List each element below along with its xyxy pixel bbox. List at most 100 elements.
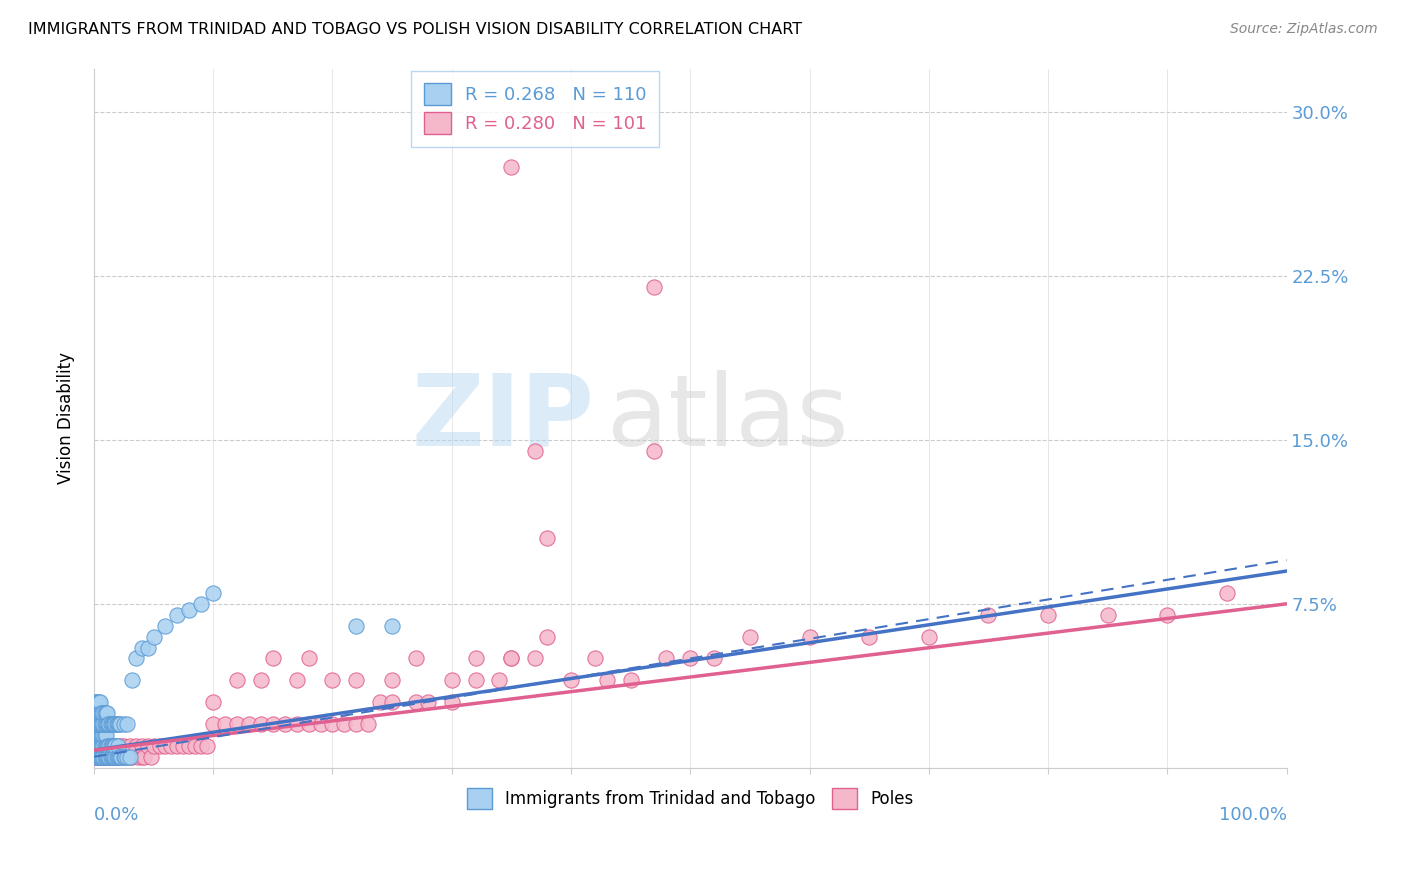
Point xyxy=(643,443,665,458)
Point xyxy=(620,673,643,688)
Point xyxy=(93,717,115,731)
Point xyxy=(87,749,110,764)
Point xyxy=(84,728,107,742)
Point xyxy=(110,739,132,753)
Point xyxy=(89,728,111,742)
Point xyxy=(274,717,297,731)
Point xyxy=(91,739,114,753)
Point xyxy=(89,717,111,731)
Point xyxy=(108,717,131,731)
Point xyxy=(96,717,118,731)
Legend: Immigrants from Trinidad and Tobago, Poles: Immigrants from Trinidad and Tobago, Pol… xyxy=(460,781,921,815)
Point xyxy=(131,749,153,764)
Point xyxy=(87,695,110,709)
Point xyxy=(84,717,107,731)
Point xyxy=(84,749,107,764)
Point xyxy=(124,739,146,753)
Point xyxy=(90,706,112,720)
Point xyxy=(104,717,127,731)
Point xyxy=(179,603,201,617)
Point xyxy=(107,749,129,764)
Point xyxy=(117,749,139,764)
Text: ZIP: ZIP xyxy=(412,369,595,467)
Point xyxy=(101,749,124,764)
Point xyxy=(118,749,141,764)
Point xyxy=(655,651,678,665)
Point xyxy=(226,717,249,731)
Point xyxy=(262,651,284,665)
Point xyxy=(297,717,319,731)
Point xyxy=(440,673,463,688)
Point xyxy=(250,673,273,688)
Point xyxy=(488,673,510,688)
Point xyxy=(101,749,124,764)
Point xyxy=(1036,607,1059,622)
Point xyxy=(103,739,125,753)
Point xyxy=(104,739,127,753)
Point xyxy=(107,717,129,731)
Point xyxy=(98,717,121,731)
Point xyxy=(977,607,1000,622)
Point xyxy=(184,739,207,753)
Point xyxy=(86,734,108,748)
Point xyxy=(94,706,117,720)
Point xyxy=(108,749,131,764)
Point xyxy=(89,749,111,764)
Point xyxy=(86,749,108,764)
Point xyxy=(101,717,124,731)
Point xyxy=(285,673,308,688)
Point xyxy=(309,717,332,731)
Point xyxy=(1216,586,1239,600)
Point xyxy=(127,749,149,764)
Point xyxy=(105,717,128,731)
Point xyxy=(321,717,343,731)
Point xyxy=(155,618,177,632)
Point xyxy=(297,651,319,665)
Point xyxy=(112,717,135,731)
Point xyxy=(87,739,110,753)
Point xyxy=(87,706,110,720)
Point xyxy=(238,717,260,731)
Point xyxy=(117,717,139,731)
Point xyxy=(679,651,702,665)
Point xyxy=(190,597,212,611)
Point xyxy=(101,739,124,753)
Point xyxy=(105,749,128,764)
Point xyxy=(799,630,821,644)
Point xyxy=(86,749,108,764)
Point xyxy=(93,706,115,720)
Point xyxy=(93,706,115,720)
Point xyxy=(108,749,131,764)
Point xyxy=(94,717,117,731)
Point xyxy=(918,630,941,644)
Point xyxy=(97,749,120,764)
Point xyxy=(105,749,128,764)
Point xyxy=(202,586,225,600)
Point xyxy=(381,695,404,709)
Point xyxy=(108,717,131,731)
Point xyxy=(87,717,110,731)
Point xyxy=(117,749,139,764)
Point xyxy=(90,728,112,742)
Point xyxy=(97,749,120,764)
Point xyxy=(86,739,108,753)
Point xyxy=(464,651,486,665)
Point xyxy=(94,739,117,753)
Point xyxy=(738,630,761,644)
Point xyxy=(131,739,153,753)
Point xyxy=(112,739,135,753)
Point xyxy=(344,618,367,632)
Point xyxy=(501,651,523,665)
Point xyxy=(86,749,108,764)
Point xyxy=(124,651,146,665)
Point xyxy=(132,749,155,764)
Y-axis label: Vision Disability: Vision Disability xyxy=(58,352,75,484)
Point xyxy=(148,739,170,753)
Point xyxy=(96,749,118,764)
Point xyxy=(103,749,125,764)
Point xyxy=(262,717,284,731)
Point xyxy=(405,695,427,709)
Point xyxy=(86,706,108,720)
Point xyxy=(101,717,124,731)
Point xyxy=(121,673,143,688)
